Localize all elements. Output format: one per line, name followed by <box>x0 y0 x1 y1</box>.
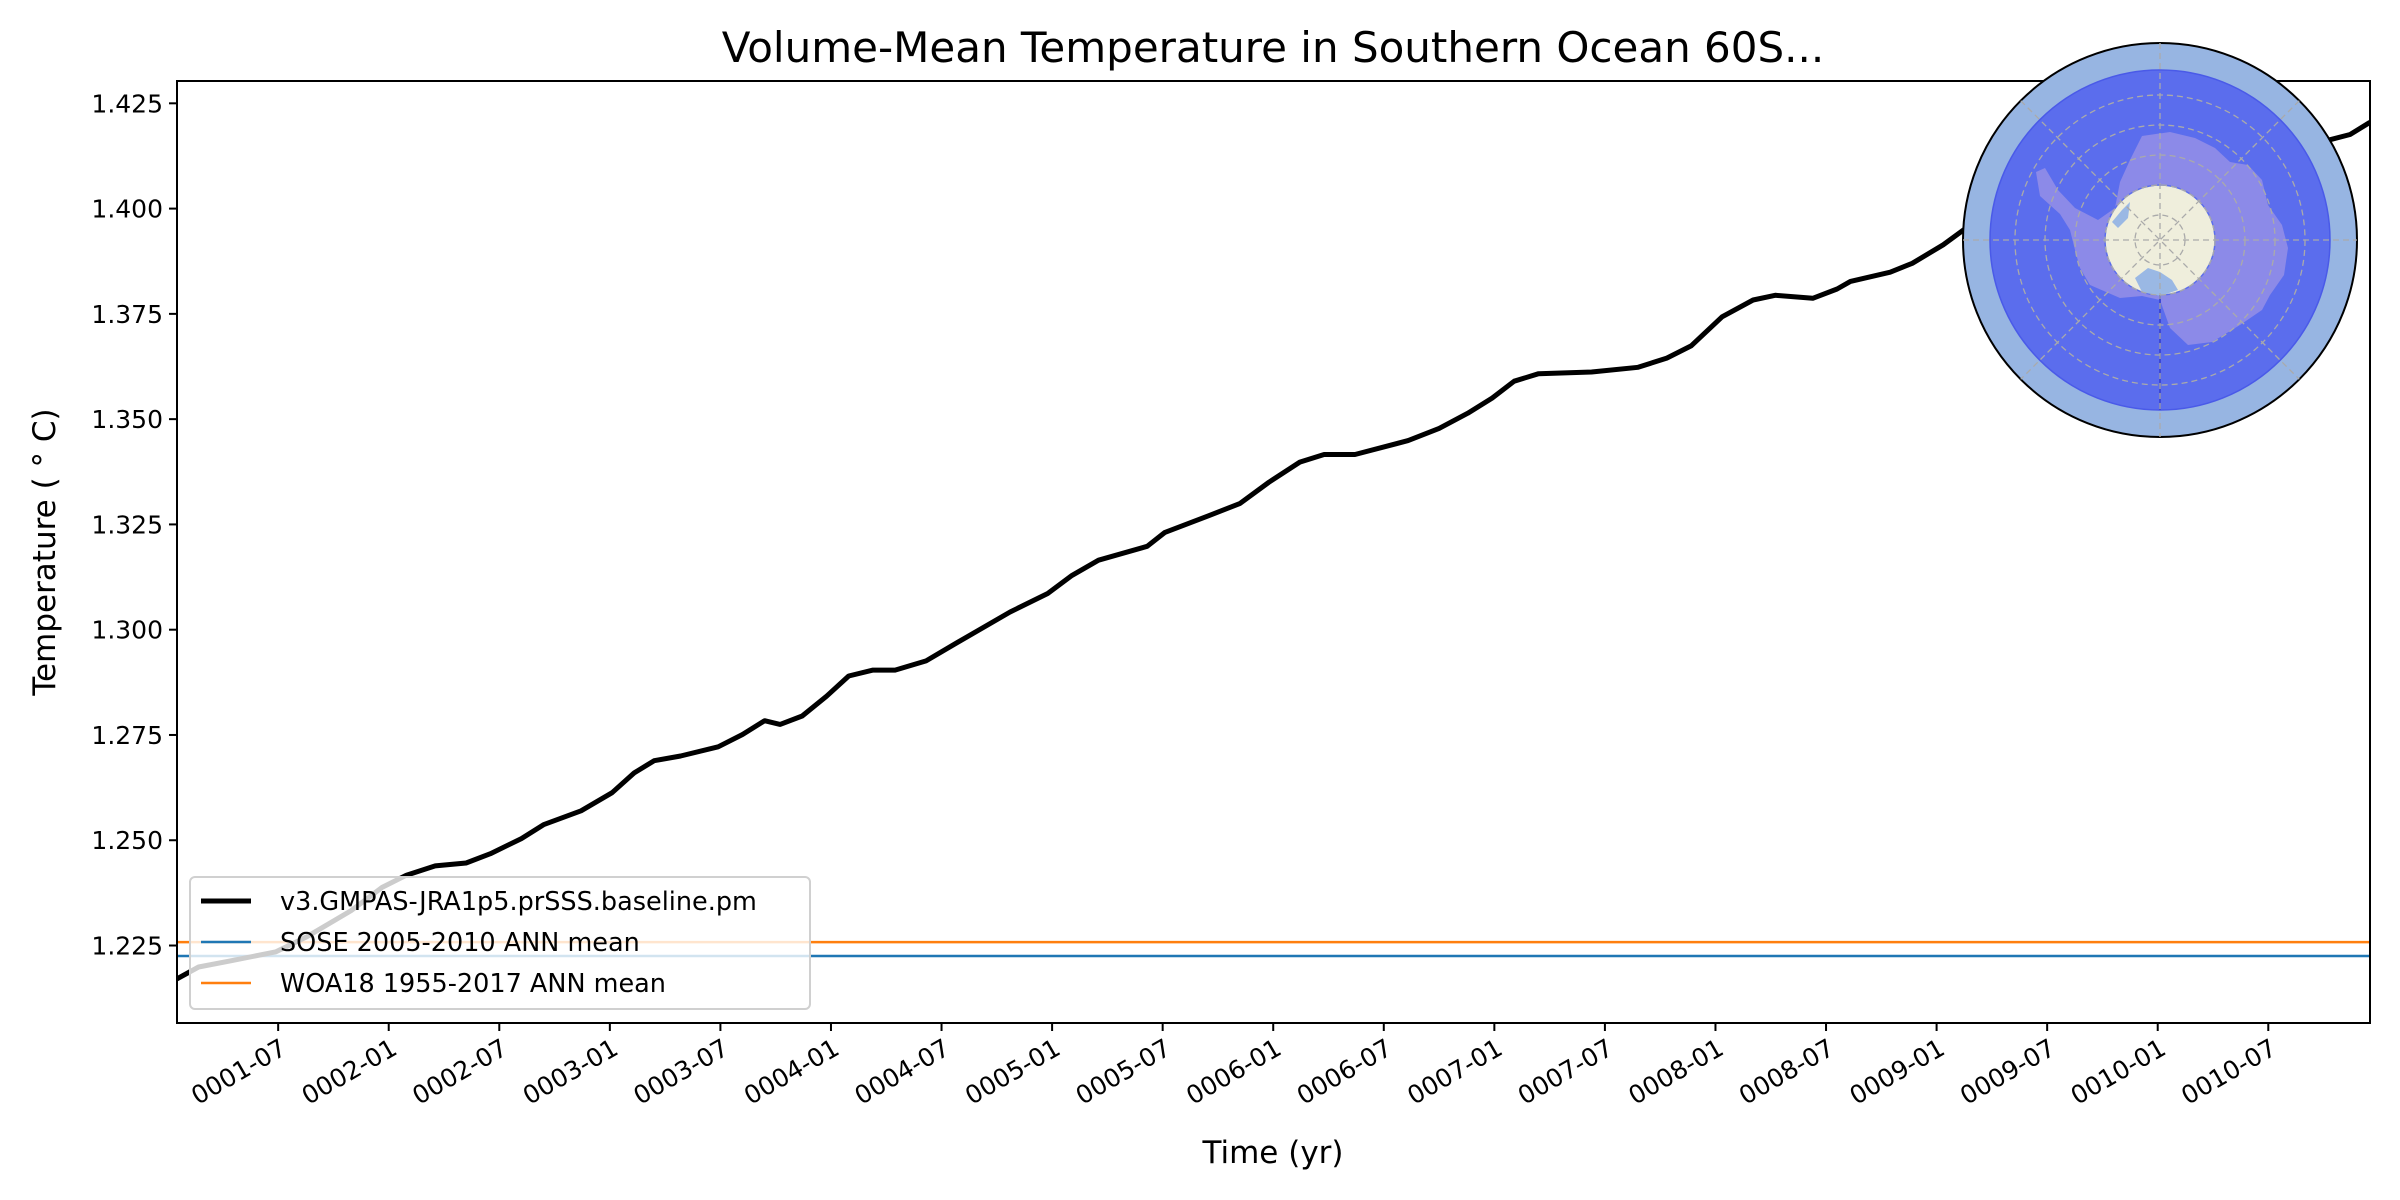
y-tick-label: 1.375 <box>91 300 163 329</box>
x-tick-label: 0009-07 <box>1955 1033 2060 1110</box>
x-tick-label: 0001-07 <box>186 1033 291 1110</box>
inset-meridian <box>2020 100 2300 380</box>
x-tick-label: 0005-07 <box>1071 1033 1176 1110</box>
x-tick-label: 0008-07 <box>1734 1033 1839 1110</box>
legend-label-woa: WOA18 1955-2017 ANN mean <box>280 969 666 999</box>
x-tick-label: 0008-01 <box>1623 1033 1728 1110</box>
x-tick-label: 0004-07 <box>850 1033 955 1110</box>
x-tick-label: 0010-07 <box>2176 1033 2281 1110</box>
x-tick-label: 0002-07 <box>407 1033 512 1110</box>
y-tick-label: 1.400 <box>91 195 163 224</box>
legend-box <box>189 876 811 1010</box>
x-tick-label: 0003-07 <box>628 1033 733 1110</box>
y-tick-label: 1.275 <box>91 721 163 750</box>
x-tick-label: 0006-01 <box>1181 1033 1286 1110</box>
chart-title: Volume-Mean Temperature in Southern Ocea… <box>722 23 1824 72</box>
x-tick-label: 0004-01 <box>739 1033 844 1110</box>
y-axis-label: Temperature ( ° C) <box>27 408 63 696</box>
series-line-0 <box>177 120 2370 982</box>
inset-gridlines <box>1963 43 2357 437</box>
y-tick-label: 1.250 <box>91 826 163 855</box>
x-tick-label: 0002-01 <box>297 1033 402 1110</box>
x-tick-label: 0003-01 <box>518 1033 623 1110</box>
y-tick-label: 1.300 <box>91 616 163 645</box>
x-axis-label: Time (yr) <box>1202 1135 1344 1171</box>
x-axis: 0001-07 0002-01 0002-07 0003-01 0003-07 0004-… <box>186 1023 2281 1110</box>
inset-ice-shelf <box>2135 268 2178 296</box>
x-tick-label: 0009-01 <box>1845 1033 1950 1110</box>
x-tick-label: 0006-07 <box>1292 1033 1397 1110</box>
y-tick-label: 1.350 <box>91 405 163 434</box>
x-tick-label: 0007-01 <box>1402 1033 1507 1110</box>
axes-frame <box>176 80 2371 1024</box>
legend-label-sose: SOSE 2005-2010 ANN mean <box>280 928 640 958</box>
inset-map <box>1962 42 2358 438</box>
inset-meridian <box>2020 100 2300 380</box>
legend-label-model: v3.GMPAS-JRA1p5.prSSS.baseline.pm <box>280 887 757 917</box>
x-tick-label: 0005-01 <box>960 1033 1065 1110</box>
y-tick-label: 1.325 <box>91 510 163 539</box>
x-tick-label: 0010-01 <box>2066 1033 2171 1110</box>
y-tick-label: 1.425 <box>91 89 163 118</box>
x-tick-label: 0007-07 <box>1513 1033 1618 1110</box>
y-axis: 1.225 1.250 1.275 1.300 1.325 1.350 1.375 1.400… <box>91 89 177 961</box>
y-tick-label: 1.225 <box>91 932 163 961</box>
inset-ice-shelf-small <box>2112 202 2130 228</box>
legend: v3.GMPAS-JRA1p5.prSSS.baseline.pm SOSE 2… <box>189 876 811 1010</box>
